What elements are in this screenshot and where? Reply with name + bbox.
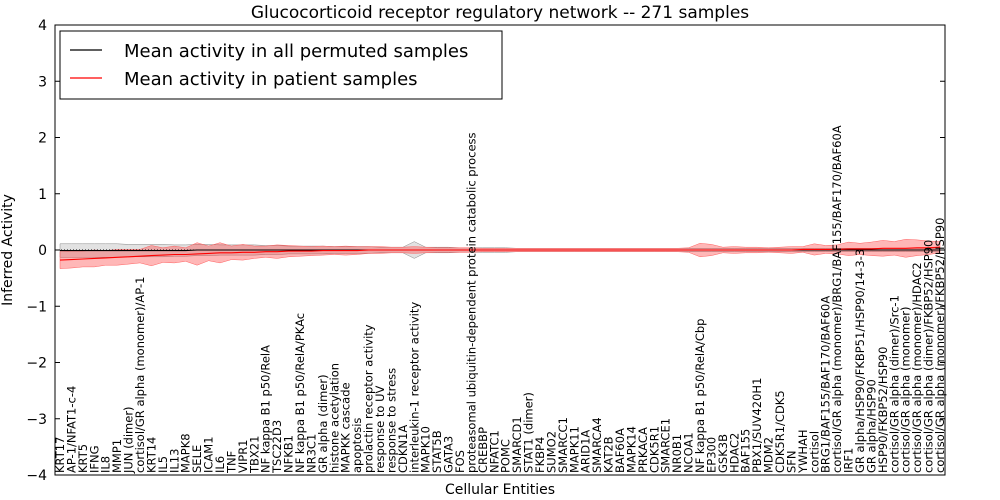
x-tick-label: MAPK8 <box>179 433 193 473</box>
x-tick-label: AP-1/NFAT1-c-4 <box>64 386 78 473</box>
band-patient <box>59 239 941 269</box>
x-tick-label: PRKACA <box>636 427 650 473</box>
y-tick-label: 0 <box>38 243 47 259</box>
x-tick-label: GSK3B <box>716 434 730 473</box>
series-line-patient <box>59 246 941 261</box>
x-tick-label: MAPK14 <box>624 426 638 473</box>
x-tick-label: BAF155 <box>739 429 753 473</box>
x-tick-label: TBX21 <box>247 436 261 474</box>
x-tick-label: cortisol/GR alpha (dimer)/FKBP52/HSP90 <box>922 240 936 473</box>
x-tick-label: response to UV <box>373 385 387 473</box>
x-tick-label: JUN (dimer) <box>122 406 136 474</box>
x-tick-label: HDAC2 <box>727 433 741 473</box>
x-tick-label: NFATC1 <box>487 430 501 473</box>
x-tick-label: IRF1 <box>842 448 856 473</box>
legend-label-permuted: Mean activity in all permuted samples <box>124 41 468 62</box>
x-tick-label: TSC22D3 <box>270 420 284 474</box>
x-tick-label: HSP90/FKBP52/HSP90 <box>876 347 890 473</box>
x-tick-label: EP300 <box>704 437 718 473</box>
x-tick-label: BRG1/BAF155/BAF170/BAF60A <box>819 296 833 473</box>
x-tick-label: MDM2 <box>762 437 776 473</box>
y-axis-label: Inferred Activity <box>0 194 16 306</box>
x-tick-label: NFKB1 <box>282 435 296 473</box>
x-tick-label: SMARCE1 <box>659 418 673 473</box>
x-tick-label: IL13 <box>167 449 181 473</box>
x-tick-label: NF kappa B1 p50/RelA/PKAc <box>293 313 307 473</box>
x-tick-label: TNF <box>224 451 238 474</box>
x-tick-label: GR alpha/HSP90 <box>864 379 878 473</box>
x-tick-label: NF kappa B1 p50/RelA/Cbp <box>693 319 707 473</box>
x-tick-label: GR alpha/HSP90/FKBP51/HSP90/14-3-3 <box>853 249 867 473</box>
x-tick-label: histone acetylation <box>327 363 341 473</box>
x-tick-label: NF kappa B1 p50/RelA <box>259 345 273 473</box>
chart-title: Glucocorticoid receptor regulatory netwo… <box>251 3 749 23</box>
x-tick-label: PBX1/SUV420H1 <box>750 378 764 473</box>
x-tick-label: MAPKK cascade <box>339 382 353 473</box>
x-tick-label: NR0B1 <box>670 434 684 473</box>
x-tick-label: KRT14 <box>144 437 158 473</box>
x-tick-label: IL6 <box>213 456 227 473</box>
x-tick-label: SUMO2 <box>544 431 558 473</box>
x-tick-label: GR alpha (dimer) <box>316 374 330 473</box>
x-tick-label: CDK5R1/CDK5 <box>773 390 787 473</box>
legend: Mean activity in all permuted samples Me… <box>59 30 503 100</box>
x-tick-label: ARID1A <box>579 430 593 473</box>
x-tick-label: cortisol/GR alpha (monomer)/BRG1/BAF155/… <box>830 125 844 473</box>
x-tick-label: KRT5 <box>76 444 90 473</box>
legend-box <box>59 30 503 100</box>
y-tick-label: 1 <box>38 187 47 203</box>
legend-label-patient: Mean activity in patient samples <box>124 69 418 90</box>
y-tick-label: 4 <box>38 18 47 34</box>
y-tick-label: −1 <box>26 299 47 315</box>
x-tick-label: STAT5B <box>430 430 444 473</box>
x-tick-label: prolactin receptor activity <box>362 324 376 473</box>
x-tick-label: SMARCA4 <box>590 417 604 473</box>
x-tick-label: MMP1 <box>110 439 124 473</box>
x-tick-label: NR3C1 <box>304 434 318 473</box>
x-tick-label: proteasomal ubiquitin-dependent protein … <box>464 132 478 473</box>
x-tick-label: NCOA1 <box>682 432 696 473</box>
x-tick-label: IL8 <box>99 456 113 473</box>
x-tick-label: POMC <box>499 439 513 473</box>
y-tick-label: −3 <box>26 412 47 428</box>
x-tick-label: ICAM1 <box>202 436 216 473</box>
x-tick-label: CDKN1A <box>396 425 410 473</box>
y-tick-label: 2 <box>38 131 47 147</box>
x-tick-label: YWHAH <box>796 429 810 474</box>
x-axis-label: Cellular Entities <box>445 482 555 498</box>
x-tick-label: SMARCC1 <box>556 417 570 473</box>
x-tick-label: STAT1 (dimer) <box>522 392 536 473</box>
x-tick-label: interleukin-1 receptor activity <box>407 302 421 473</box>
x-tick-label: SFN <box>784 450 798 473</box>
x-tick-label: cortisol/GR alpha (monomer)/FKBP52/HSP90 <box>933 218 947 473</box>
y-tick-label: −4 <box>26 468 47 484</box>
x-tick-label: FOS <box>453 450 467 473</box>
x-tick-label: KRT17 <box>53 437 67 473</box>
x-tick-label: cortisol/GR alpha (monomer)/HDAC2 <box>910 262 924 473</box>
x-tick-label: IL5 <box>156 456 170 473</box>
x-tick-label: cortisol/GR alpha (dimer)/Src-1 <box>887 295 901 473</box>
x-tick-label: CREBBP <box>476 427 490 473</box>
x-tick-label: cortisol/GR alpha (monomer)/AP-1 <box>133 277 147 473</box>
x-tick-label: CDK5R1 <box>647 426 661 473</box>
y-tick-label: 3 <box>38 74 47 90</box>
x-tick-label: SMARCD1 <box>510 416 524 473</box>
x-tick-label: IFNG <box>87 445 101 473</box>
x-tick-label: MAPK11 <box>567 426 581 473</box>
x-tick-label: cortisol/GR alpha (monomer) <box>899 306 913 473</box>
x-tick-label: MAPK10 <box>419 426 433 473</box>
y-tick-label: −2 <box>26 356 47 372</box>
x-tick-label: apoptosis <box>350 418 364 473</box>
x-tick-label: cortisol <box>807 431 821 473</box>
x-tick-label: BAF60A <box>613 428 627 473</box>
x-tick-label: KAT2B <box>602 436 616 473</box>
x-tick-label: VIPR1 <box>236 439 250 473</box>
x-tick-label: SELE <box>190 445 204 473</box>
x-tick-label: GATA3 <box>442 436 456 473</box>
x-tick-label: response to stress <box>384 368 398 473</box>
x-tick-label: FKBP4 <box>533 437 547 473</box>
